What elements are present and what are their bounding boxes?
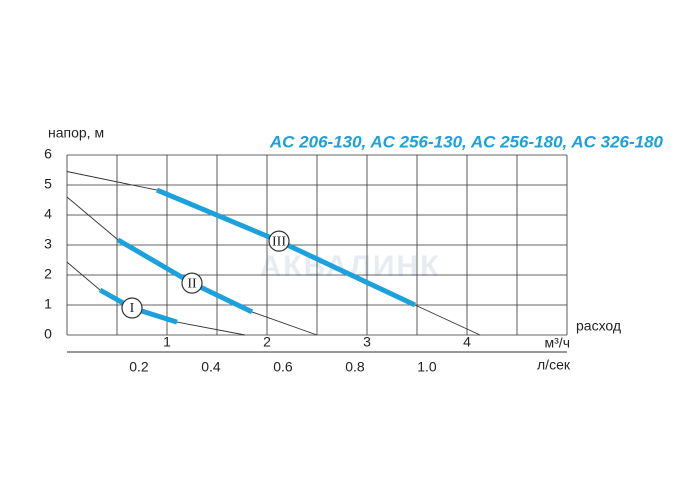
y-tick-label: 4 xyxy=(44,206,52,222)
y-axis-label: напор, м xyxy=(48,125,104,141)
x2-tick-label: 0.8 xyxy=(345,359,365,375)
x2-unit: л/сек xyxy=(537,357,571,373)
x2-tick-label: 0.6 xyxy=(273,359,293,375)
y-tick-label: 5 xyxy=(44,176,52,192)
y-tick-label: 1 xyxy=(44,296,52,312)
series-marker xyxy=(181,272,203,294)
series-label: I xyxy=(130,301,135,316)
x2-tick-label: 1.0 xyxy=(417,359,437,375)
x-tick-label: 4 xyxy=(463,334,471,350)
y-tick-label: 0 xyxy=(44,326,52,342)
x-tick-label: 2 xyxy=(263,334,271,350)
series-label: III xyxy=(272,234,286,249)
y-tick-label: 3 xyxy=(44,236,52,252)
watermark: АКВАЛИНК xyxy=(260,250,441,283)
pump-curve xyxy=(66,261,246,336)
series-label: II xyxy=(187,276,197,291)
x2-tick-label: 0.2 xyxy=(129,359,149,375)
x-tick-label: 1 xyxy=(163,334,171,350)
x2-tick-label: 0.4 xyxy=(201,359,221,375)
y-tick-label: 2 xyxy=(44,266,52,282)
chart-title: AC 206-130, AC 256-130, AC 256-180, AC 3… xyxy=(269,132,664,151)
x-tick-label: 3 xyxy=(363,334,371,350)
x-axis-label: расход xyxy=(576,318,621,334)
series-marker xyxy=(268,230,290,252)
x-unit: м³/ч xyxy=(545,335,570,351)
y-tick-label: 6 xyxy=(44,146,52,162)
series-marker xyxy=(121,297,143,319)
